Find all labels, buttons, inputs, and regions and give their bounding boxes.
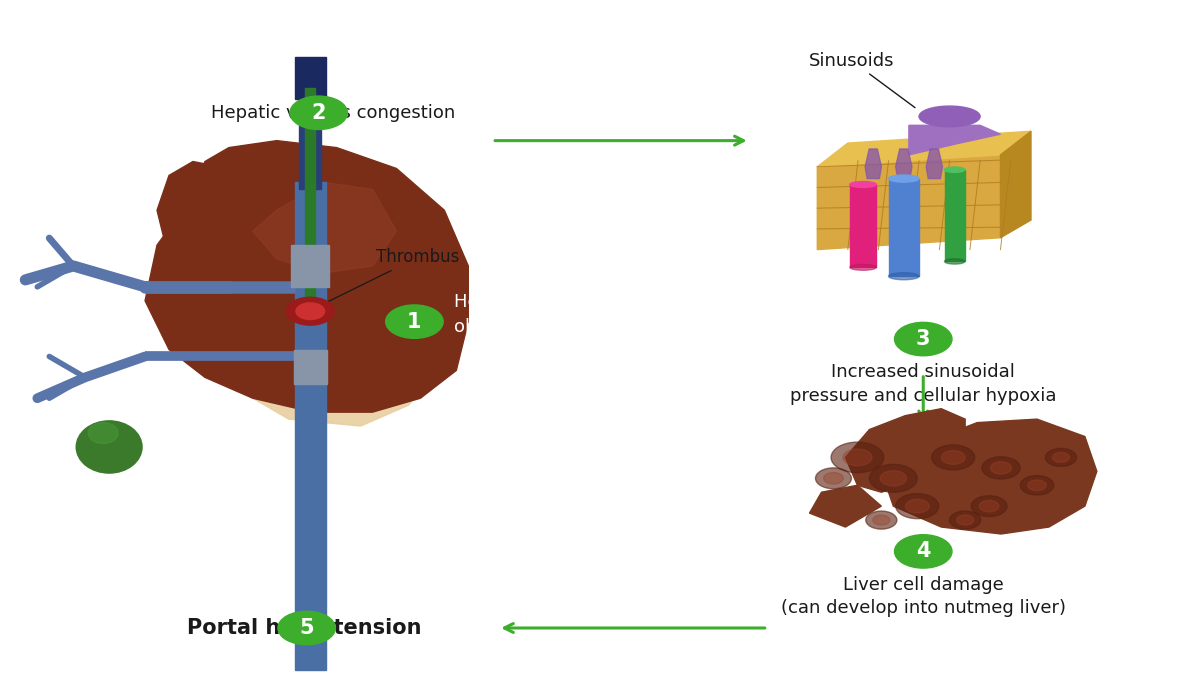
Circle shape xyxy=(956,515,973,525)
Ellipse shape xyxy=(850,264,876,271)
Circle shape xyxy=(894,535,952,568)
Circle shape xyxy=(832,442,883,473)
Text: 4: 4 xyxy=(916,542,930,561)
Polygon shape xyxy=(850,185,876,267)
Circle shape xyxy=(941,451,965,464)
Ellipse shape xyxy=(888,273,919,280)
Polygon shape xyxy=(295,57,326,99)
Ellipse shape xyxy=(944,259,965,264)
Text: 1: 1 xyxy=(407,312,421,331)
Circle shape xyxy=(278,612,336,644)
Circle shape xyxy=(949,511,980,529)
Polygon shape xyxy=(300,71,322,189)
Text: 3: 3 xyxy=(916,329,930,349)
Polygon shape xyxy=(888,178,919,276)
Polygon shape xyxy=(881,419,1097,534)
Text: Increased sinusoidal
pressure and cellular hypoxia: Increased sinusoidal pressure and cellul… xyxy=(790,363,1056,405)
Circle shape xyxy=(865,511,896,529)
Polygon shape xyxy=(253,182,396,273)
Circle shape xyxy=(971,496,1007,517)
Text: Sinusoids: Sinusoids xyxy=(809,52,916,108)
Circle shape xyxy=(979,500,998,512)
Circle shape xyxy=(1020,475,1054,495)
Polygon shape xyxy=(145,140,468,412)
Circle shape xyxy=(982,456,1020,479)
Text: Hepatic vein
obstruction: Hepatic vein obstruction xyxy=(454,293,568,336)
Text: Hepatic venous congestion: Hepatic venous congestion xyxy=(211,103,455,122)
Circle shape xyxy=(872,515,890,525)
Circle shape xyxy=(287,297,335,325)
Polygon shape xyxy=(944,170,965,261)
Text: 5: 5 xyxy=(299,618,314,638)
Circle shape xyxy=(296,303,325,319)
Circle shape xyxy=(906,499,929,513)
Polygon shape xyxy=(295,182,326,670)
Text: 2: 2 xyxy=(312,103,326,123)
Polygon shape xyxy=(926,149,942,178)
Polygon shape xyxy=(817,155,1001,250)
Text: Portal hypertension: Portal hypertension xyxy=(187,618,421,638)
Circle shape xyxy=(1045,448,1076,466)
Circle shape xyxy=(869,464,917,492)
Circle shape xyxy=(842,449,872,466)
Circle shape xyxy=(894,322,952,356)
Ellipse shape xyxy=(888,175,919,182)
Ellipse shape xyxy=(88,423,118,443)
Ellipse shape xyxy=(944,167,965,173)
Circle shape xyxy=(1052,452,1069,463)
Polygon shape xyxy=(895,149,912,178)
Polygon shape xyxy=(846,409,965,492)
Polygon shape xyxy=(241,231,456,426)
Polygon shape xyxy=(1001,131,1031,238)
Circle shape xyxy=(816,468,852,489)
Polygon shape xyxy=(292,245,330,287)
Circle shape xyxy=(990,462,1012,474)
Circle shape xyxy=(385,305,443,338)
Text: Liver cell damage
(can develop into nutmeg liver): Liver cell damage (can develop into nutm… xyxy=(781,576,1066,617)
Ellipse shape xyxy=(77,421,142,473)
Polygon shape xyxy=(810,485,881,527)
Polygon shape xyxy=(865,149,882,178)
Circle shape xyxy=(931,445,974,470)
Circle shape xyxy=(823,473,844,484)
Ellipse shape xyxy=(919,106,980,127)
Circle shape xyxy=(895,493,938,519)
Polygon shape xyxy=(908,125,1001,155)
Polygon shape xyxy=(306,88,316,308)
Polygon shape xyxy=(157,161,253,301)
Circle shape xyxy=(880,470,906,486)
Circle shape xyxy=(1027,480,1046,491)
Text: Thrombus: Thrombus xyxy=(323,248,460,304)
Polygon shape xyxy=(817,131,1031,167)
Ellipse shape xyxy=(850,182,876,187)
Circle shape xyxy=(290,96,347,129)
Polygon shape xyxy=(294,350,328,384)
